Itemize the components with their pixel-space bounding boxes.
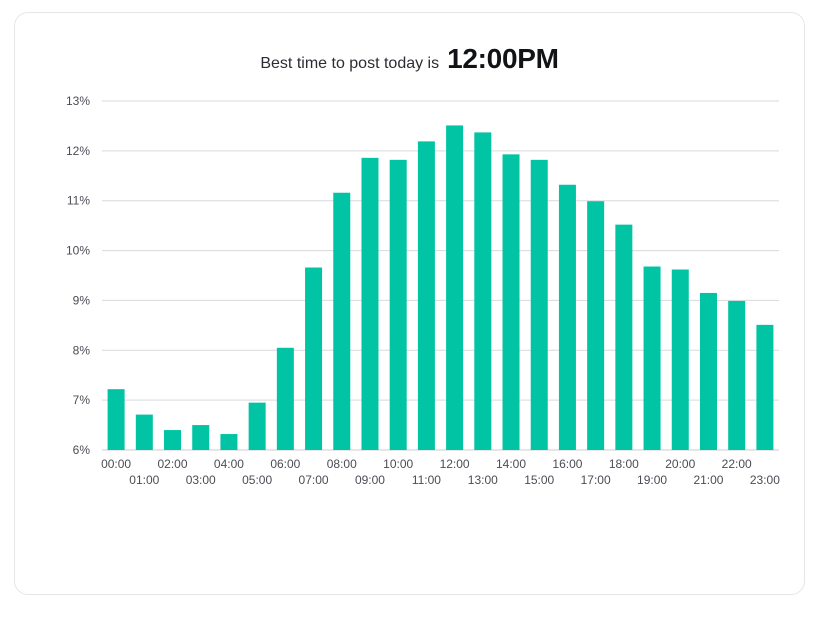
- x-tick-label: 16:00: [552, 457, 582, 471]
- x-tick-label: 02:00: [158, 457, 188, 471]
- x-tick-label: 03:00: [186, 473, 216, 487]
- y-tick-label: 7%: [73, 393, 91, 407]
- x-tick-label: 21:00: [693, 473, 723, 487]
- bar-1400[interactable]: [502, 154, 520, 450]
- x-tick-label: 04:00: [214, 457, 244, 471]
- x-tick-label: 13:00: [468, 473, 498, 487]
- bar-0600[interactable]: [276, 347, 294, 450]
- x-tick-label: 11:00: [412, 473, 441, 487]
- y-tick-label: 11%: [67, 194, 90, 208]
- bar-1600[interactable]: [558, 184, 576, 450]
- bar-2000[interactable]: [671, 269, 689, 450]
- bar-0300[interactable]: [192, 425, 210, 450]
- x-tick-label: 22:00: [722, 457, 752, 471]
- bar-1700[interactable]: [587, 201, 605, 450]
- y-tick-label: 10%: [66, 244, 90, 258]
- y-tick-label: 12%: [66, 144, 90, 158]
- bar-1000[interactable]: [389, 159, 407, 450]
- y-tick-label: 8%: [73, 343, 91, 357]
- bar-1900[interactable]: [643, 266, 661, 450]
- x-tick-label: 09:00: [355, 473, 385, 487]
- x-tick-label: 06:00: [270, 457, 300, 471]
- x-axis-ticks: 00:00 01:00 02:00 03:00 04:00 05:00 06:00 07:00…: [101, 457, 780, 487]
- bar-0500[interactable]: [248, 402, 266, 450]
- bars: [107, 125, 774, 451]
- bar-0800[interactable]: [333, 192, 351, 451]
- x-tick-label: 10:00: [383, 457, 413, 471]
- bar-2300[interactable]: [756, 324, 774, 450]
- x-tick-label: 23:00: [750, 473, 780, 487]
- x-tick-label: 01:00: [129, 473, 159, 487]
- x-tick-label: 20:00: [665, 457, 695, 471]
- x-tick-label: 18:00: [609, 457, 639, 471]
- x-tick-label: 07:00: [299, 473, 329, 487]
- bar-2200[interactable]: [728, 300, 746, 450]
- y-axis-ticks: 6% 7% 8% 9% 10% 11% 12% 13%: [66, 94, 90, 457]
- x-tick-label: 12:00: [440, 457, 470, 471]
- y-tick-label: 6%: [73, 443, 91, 457]
- bar-1100[interactable]: [417, 141, 435, 450]
- x-tick-label: 17:00: [581, 473, 611, 487]
- bar-0400[interactable]: [220, 434, 238, 450]
- x-tick-label: 15:00: [524, 473, 554, 487]
- bar-0700[interactable]: [305, 267, 323, 450]
- x-tick-label: 08:00: [327, 457, 357, 471]
- best-time-header: Best time to post today is 12:00PM: [15, 43, 804, 75]
- best-time-lead: Best time to post today is: [260, 55, 440, 72]
- best-time-value: 12:00PM: [447, 43, 559, 74]
- bar-1500[interactable]: [530, 159, 548, 450]
- bar-1300[interactable]: [474, 132, 492, 450]
- bar-1200[interactable]: [446, 125, 464, 451]
- gridlines: [102, 100, 779, 451]
- y-tick-label: 13%: [66, 94, 90, 108]
- x-tick-label: 00:00: [101, 457, 131, 471]
- bar-0200[interactable]: [164, 430, 182, 450]
- bar-2100[interactable]: [699, 292, 717, 450]
- x-tick-label: 19:00: [637, 473, 667, 487]
- y-tick-label: 9%: [73, 293, 91, 307]
- bar-1800[interactable]: [615, 224, 633, 450]
- bar-0000[interactable]: [107, 389, 125, 450]
- bar-0900[interactable]: [361, 157, 379, 450]
- x-tick-label: 05:00: [242, 473, 272, 487]
- bar-0100[interactable]: [135, 414, 153, 450]
- x-tick-label: 14:00: [496, 457, 526, 471]
